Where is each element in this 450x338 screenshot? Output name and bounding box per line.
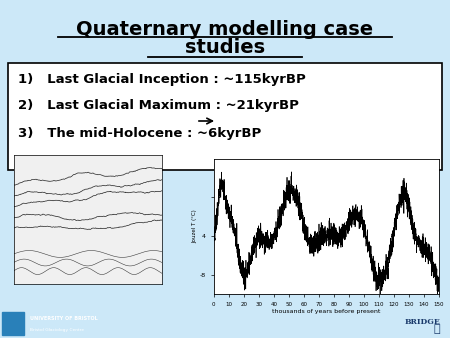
Text: 3)   The mid-Holocene : ~6kyrBP: 3) The mid-Holocene : ~6kyrBP — [18, 127, 261, 141]
Text: Quaternary modelling case: Quaternary modelling case — [76, 20, 373, 39]
Y-axis label: Jouzel T (°C): Jouzel T (°C) — [192, 210, 197, 243]
FancyBboxPatch shape — [8, 63, 442, 170]
Text: 2)   Last Glacial Maximum : ~21kyrBP: 2) Last Glacial Maximum : ~21kyrBP — [18, 99, 299, 113]
Text: 1)   Last Glacial Inception : ~115kyrBP: 1) Last Glacial Inception : ~115kyrBP — [18, 72, 306, 86]
X-axis label: thousands of years before present: thousands of years before present — [272, 310, 380, 314]
Text: BRIDGE: BRIDGE — [404, 318, 440, 326]
Bar — [2, 312, 24, 335]
Text: studies: studies — [185, 38, 265, 57]
Text: Bristol Glaciology Centre: Bristol Glaciology Centre — [31, 328, 85, 332]
Text: ⛰: ⛰ — [433, 324, 440, 334]
Text: UNIVERSITY OF BRISTOL: UNIVERSITY OF BRISTOL — [31, 316, 98, 321]
